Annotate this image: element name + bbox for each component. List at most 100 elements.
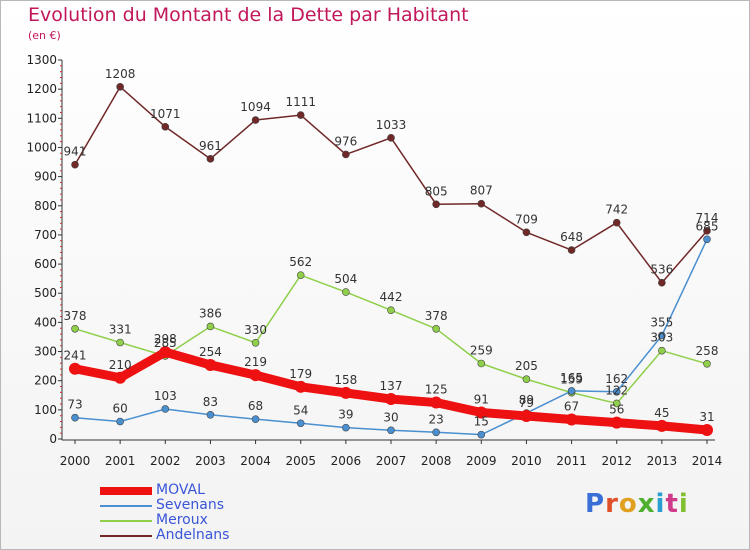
data-label-moval: 219 xyxy=(244,355,267,369)
x-tick-label: 2014 xyxy=(692,454,723,468)
data-label-meroux: 378 xyxy=(64,309,87,323)
data-point-sevenans xyxy=(251,415,260,423)
data-label-moval: 56 xyxy=(609,403,624,417)
logo-letter: i xyxy=(678,489,689,519)
data-label-meroux: 504 xyxy=(334,272,357,286)
data-label-moval: 125 xyxy=(425,383,448,397)
y-tick-label: 700 xyxy=(34,228,57,242)
data-label-sevenans: 68 xyxy=(248,399,263,413)
data-point-moval xyxy=(520,409,533,422)
data-label-andelnans: 648 xyxy=(560,230,583,244)
data-label-meroux: 159 xyxy=(560,373,583,387)
data-label-moval: 137 xyxy=(380,379,403,393)
x-tick-label: 2006 xyxy=(331,454,362,468)
data-label-moval: 158 xyxy=(334,373,357,387)
data-label-moval: 79 xyxy=(519,396,534,410)
data-label-andelnans: 976 xyxy=(334,134,357,148)
data-point-moval xyxy=(430,396,443,409)
x-tick-label: 2012 xyxy=(601,454,632,468)
data-point-meroux xyxy=(116,338,124,347)
data-point-andelnans xyxy=(296,111,305,119)
data-point-moval xyxy=(204,358,217,371)
data-point-andelnans xyxy=(342,150,350,159)
x-tick-label: 2002 xyxy=(150,454,181,468)
data-point-moval xyxy=(249,369,262,382)
data-point-meroux xyxy=(206,322,215,331)
data-point-andelnans xyxy=(206,155,215,163)
data-point-andelnans xyxy=(612,218,621,227)
logo-letter: r xyxy=(605,489,619,519)
x-tick-label: 2005 xyxy=(285,454,316,468)
data-point-meroux xyxy=(71,324,79,333)
proxiti-logo: Proxiti xyxy=(585,489,689,519)
data-point-meroux xyxy=(612,399,621,408)
data-point-andelnans xyxy=(161,122,170,131)
x-tick-label: 2001 xyxy=(105,454,136,468)
data-label-meroux: 303 xyxy=(650,331,673,345)
data-point-meroux xyxy=(658,346,666,355)
data-label-sevenans: 73 xyxy=(67,398,82,412)
y-tick-label: 200 xyxy=(34,374,57,388)
data-label-meroux: 258 xyxy=(696,344,719,358)
data-point-sevenans xyxy=(342,423,350,432)
data-label-andelnans: 536 xyxy=(650,263,673,277)
y-tick-label: 800 xyxy=(34,199,57,213)
data-point-moval xyxy=(610,416,623,429)
y-tick-label: 900 xyxy=(34,170,57,184)
data-label-meroux: 378 xyxy=(425,309,448,323)
data-point-moval xyxy=(701,423,713,436)
logo-letter: i xyxy=(655,489,666,519)
data-point-andelnans xyxy=(658,278,666,287)
data-point-sevenans xyxy=(477,430,486,439)
data-label-andelnans: 1111 xyxy=(285,95,316,109)
data-point-sevenans xyxy=(296,419,305,428)
y-tick-label: 600 xyxy=(34,257,57,271)
chart-title: Evolution du Montant de la Dette par Hab… xyxy=(28,4,469,26)
series-sevenans xyxy=(71,235,711,439)
data-label-sevenans: 39 xyxy=(338,408,353,422)
data-point-sevenans xyxy=(71,413,79,422)
data-point-moval xyxy=(475,406,488,419)
series-andelnans xyxy=(71,83,711,287)
data-label-moval: 241 xyxy=(64,349,87,363)
data-point-meroux xyxy=(432,324,440,333)
data-label-moval: 31 xyxy=(699,410,714,424)
data-label-meroux: 442 xyxy=(380,290,403,304)
data-point-sevenans xyxy=(206,411,215,419)
x-tick-label: 2003 xyxy=(195,454,226,468)
data-point-meroux xyxy=(251,338,260,347)
data-point-sevenans xyxy=(612,387,621,396)
logo-letter: P xyxy=(585,489,606,519)
data-label-andelnans: 1033 xyxy=(376,118,407,132)
logo-letter: o xyxy=(618,489,638,519)
legend-label-andelnans: Andelnans xyxy=(156,527,230,543)
x-tick-label: 2007 xyxy=(376,454,407,468)
data-point-andelnans xyxy=(432,200,440,209)
legend-swatch-sevenans xyxy=(100,505,152,507)
y-tick-label: 500 xyxy=(34,286,57,300)
x-tick-label: 2004 xyxy=(240,454,271,468)
data-point-sevenans xyxy=(703,235,711,244)
data-point-andelnans xyxy=(71,160,79,169)
data-label-sevenans: 165 xyxy=(560,371,583,385)
data-label-moval: 91 xyxy=(474,392,489,406)
y-tick-label: 1300 xyxy=(26,53,57,67)
y-tick-label: 1200 xyxy=(26,82,57,96)
data-point-moval xyxy=(69,362,81,375)
data-label-sevenans: 355 xyxy=(650,316,673,330)
data-label-meroux: 122 xyxy=(605,383,628,397)
x-tick-label: 2008 xyxy=(421,454,452,468)
data-point-moval xyxy=(385,393,397,406)
data-point-meroux xyxy=(296,271,305,279)
data-label-andelnans: 1208 xyxy=(105,67,136,81)
data-point-meroux xyxy=(342,288,350,296)
data-point-andelnans xyxy=(567,246,576,254)
legend-swatch-andelnans xyxy=(100,535,152,537)
y-tick-label: 100 xyxy=(34,403,57,417)
x-tick-label: 2011 xyxy=(556,454,587,468)
data-point-meroux xyxy=(477,359,486,368)
data-point-sevenans xyxy=(432,428,440,437)
legend-swatch-moval xyxy=(100,487,152,495)
data-point-meroux xyxy=(522,375,531,384)
data-point-andelnans xyxy=(703,227,711,235)
